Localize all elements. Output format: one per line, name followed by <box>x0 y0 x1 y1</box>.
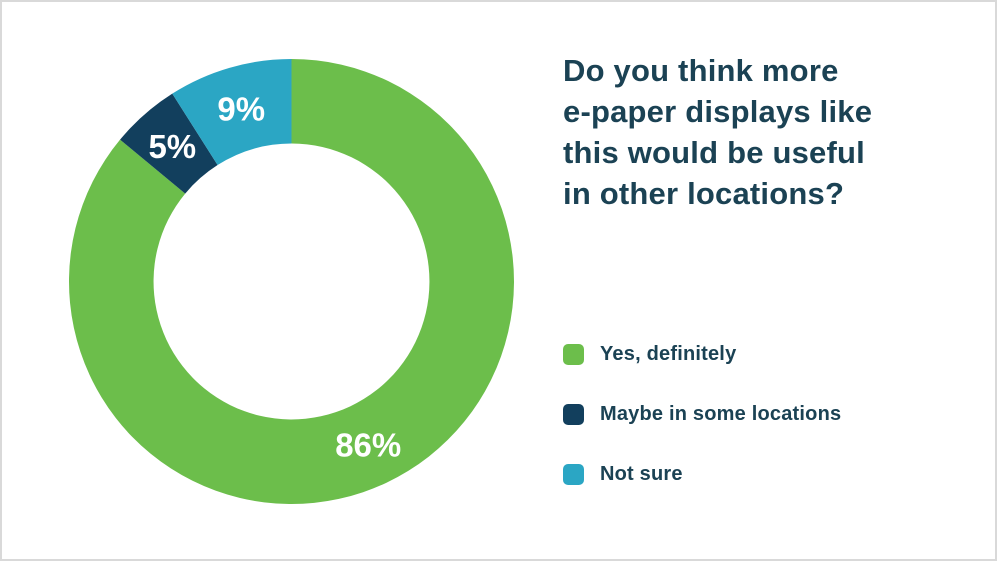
legend-swatch <box>563 343 584 365</box>
slice-label-86pct: 86% <box>335 426 401 463</box>
legend-item-yes-definitely: Yes, definitely <box>563 343 963 365</box>
legend-swatch <box>563 403 584 425</box>
donut-slice-not-sure <box>172 59 292 166</box>
legend-label: Maybe in some locations <box>600 403 842 425</box>
legend-label: Not sure <box>600 463 683 485</box>
legend-item-not-sure: Not sure <box>563 463 963 485</box>
donut-slice-yes-definitely <box>69 59 514 504</box>
legend-label: Yes, definitely <box>600 343 737 365</box>
donut-chart: 86% 5% 9% <box>69 59 514 504</box>
slice-label-5pct: 5% <box>148 128 196 165</box>
donut-chart-container: 86% 5% 9% <box>69 59 514 504</box>
question-title: Do you think more e-paper displays like … <box>563 53 873 211</box>
chart-legend: Yes, definitely Maybe in some locations No… <box>563 343 963 523</box>
legend-swatch <box>563 463 584 485</box>
donut-slice-maybe-in-some-locations <box>120 93 218 194</box>
legend-item-maybe-in-some-locations: Maybe in some locations <box>563 403 963 425</box>
question-panel: Do you think more e-paper displays like … <box>563 50 963 214</box>
slice-label-9pct: 9% <box>217 90 265 127</box>
